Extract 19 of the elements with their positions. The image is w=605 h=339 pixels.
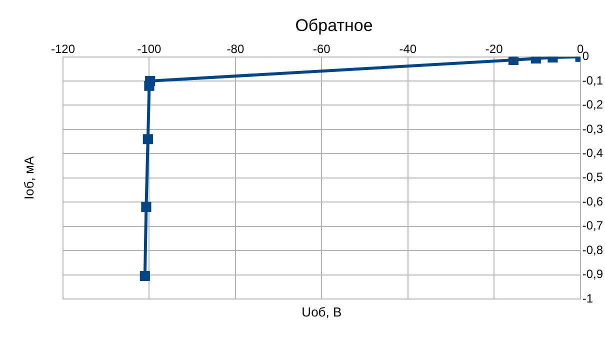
- y-tick-label: -0,4: [582, 146, 604, 160]
- y-tick-label: -0,9: [582, 267, 604, 282]
- chart-title: Обратное: [295, 16, 373, 35]
- x-tick-label: -40: [399, 42, 417, 56]
- x-tick-label: -100: [137, 42, 162, 56]
- y-tick-label: -0,1: [582, 73, 604, 88]
- x-tick-label: -80: [226, 42, 244, 56]
- y-tick-label: -0,2: [582, 98, 604, 112]
- y-tick-label: -1: [582, 291, 594, 306]
- y-tick-label: -0,5: [582, 170, 604, 184]
- y-tick-label: -0,8: [582, 242, 604, 257]
- y-axis-title: Iоб, мА: [22, 156, 37, 200]
- x-tick-label: -60: [312, 42, 331, 56]
- x-axis-title: Uоб, В: [302, 304, 342, 320]
- y-tick-label: -0,6: [582, 194, 604, 208]
- x-tick-label: -20: [485, 42, 504, 56]
- y-tick-label: -0,7: [582, 218, 604, 233]
- y-tick-label: -0,3: [582, 122, 604, 136]
- x-tick-label: -120: [50, 42, 76, 56]
